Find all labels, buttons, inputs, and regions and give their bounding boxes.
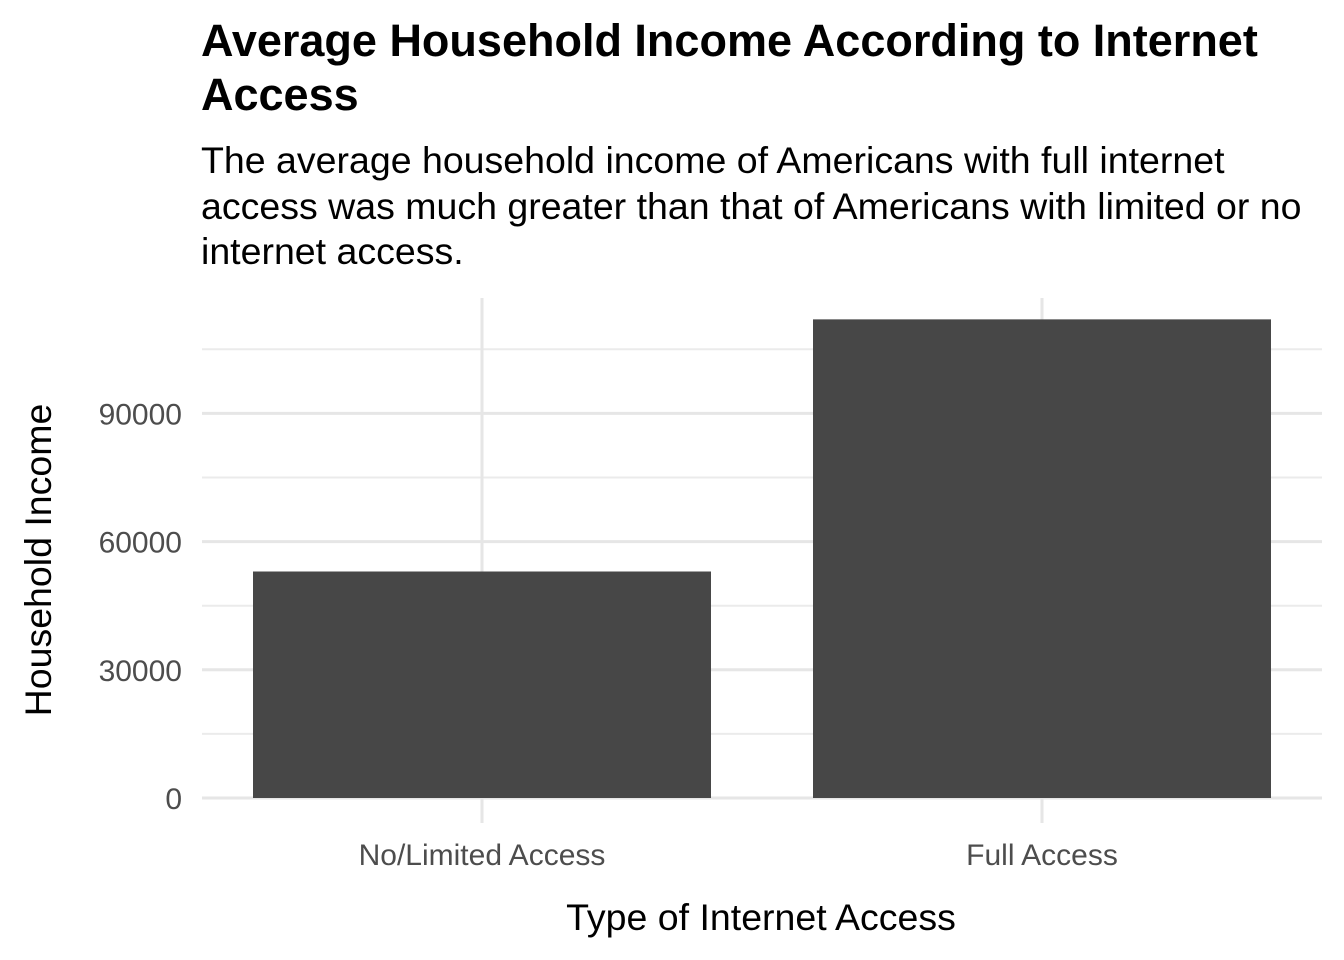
y-axis-title: Household Income — [17, 404, 59, 717]
x-tick-label: Full Access — [966, 839, 1118, 872]
chart-subtitle: The average household income of American… — [201, 139, 1302, 272]
bar — [813, 319, 1271, 798]
y-axis-ticks: 0 30000 60000 90000 — [99, 398, 182, 816]
chart-title: Average Household Income According to In… — [201, 15, 1258, 120]
x-tick-label: No/Limited Access — [359, 839, 606, 872]
x-axis-ticks: No/Limited Access Full Access — [359, 839, 1118, 872]
y-tick-label: 60000 — [99, 527, 182, 560]
y-tick-label: 0 — [165, 783, 182, 816]
y-tick-label: 30000 — [99, 655, 182, 688]
x-axis-title: Type of Internet Access — [566, 896, 956, 938]
bars — [253, 319, 1271, 798]
bar — [253, 571, 711, 798]
y-tick-label: 90000 — [99, 398, 182, 431]
